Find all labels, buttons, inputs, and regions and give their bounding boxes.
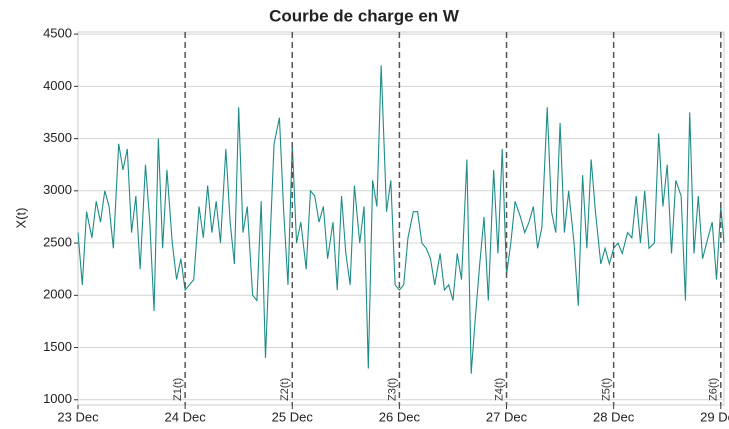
x-tick-label: 27 Dec [486, 409, 528, 424]
chart-title: Courbe de charge en W [269, 6, 460, 25]
x-tick-label: 29 Dec [700, 409, 729, 424]
x-tick-label: 25 Dec [272, 409, 314, 424]
y-tick-label: 2500 [43, 234, 72, 249]
data-line [77, 65, 725, 374]
y-tick-label: 4000 [43, 78, 72, 93]
x-tick-label: 23 Dec [57, 409, 99, 424]
y-tick-label: 3000 [43, 182, 72, 197]
zone-label: Z4(t) [493, 378, 505, 401]
y-axis-label: X(t) [13, 208, 28, 229]
zone-label: Z1(t) [172, 378, 184, 401]
y-tick-label: 2000 [43, 287, 72, 302]
zone-label: Z5(t) [601, 378, 613, 401]
zone-label: Z3(t) [386, 378, 398, 401]
plot-area [77, 31, 725, 406]
y-tick-label: 1000 [43, 391, 72, 406]
y-tick-label: 3500 [43, 130, 72, 145]
y-tick-label: 1500 [43, 339, 72, 354]
x-tick-label: 28 Dec [593, 409, 635, 424]
zone-label: Z2(t) [279, 378, 291, 401]
zone-label: Z6(t) [708, 378, 720, 401]
x-tick-label: 24 Dec [165, 409, 207, 424]
y-tick-label: 4500 [43, 26, 72, 41]
x-tick-label: 26 Dec [379, 409, 421, 424]
